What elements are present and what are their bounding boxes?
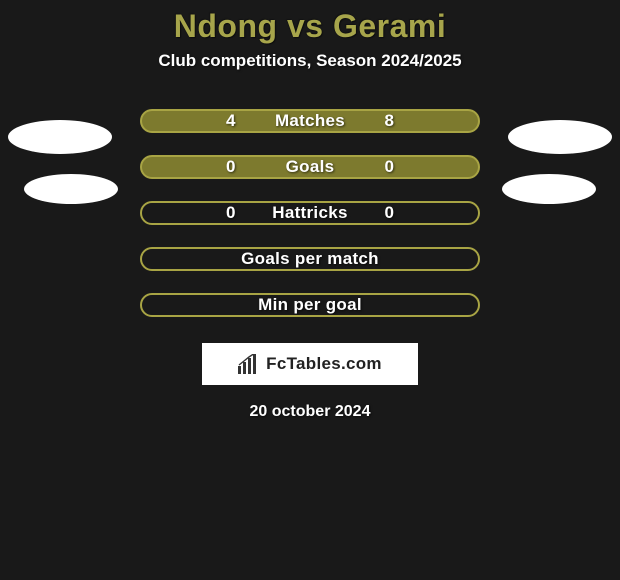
- page-subtitle: Club competitions, Season 2024/2025: [0, 51, 620, 71]
- stat-value-right: 8: [385, 111, 394, 131]
- brand-badge[interactable]: FcTables.com: [202, 343, 418, 385]
- brand-text: FcTables.com: [266, 354, 382, 374]
- page-title: Ndong vs Gerami: [0, 0, 620, 51]
- stat-bar: 4 Matches 8: [140, 109, 480, 133]
- stat-bar: 0 Hattricks 0: [140, 201, 480, 225]
- stat-row-hattricks: 0 Hattricks 0: [70, 191, 550, 237]
- stat-bar-label: Goals: [142, 157, 478, 177]
- stats-card: Ndong vs Gerami Club competitions, Seaso…: [0, 0, 620, 580]
- stat-rows: 4 Matches 8 0 Goals 0 0 Hattricks 0: [70, 99, 550, 329]
- stat-bar: 0 Goals 0: [140, 155, 480, 179]
- stat-value-right: 0: [385, 157, 394, 177]
- stat-bar-label: Matches: [142, 111, 478, 131]
- stat-row-matches: 4 Matches 8: [70, 99, 550, 145]
- stat-row-goals: 0 Goals 0: [70, 145, 550, 191]
- stat-bar-label: Goals per match: [142, 249, 478, 269]
- stat-bar: Goals per match: [140, 247, 480, 271]
- stat-bar-label: Min per goal: [142, 295, 478, 315]
- stat-bar-label: Hattricks: [142, 203, 478, 223]
- stat-bar: Min per goal: [140, 293, 480, 317]
- date-label: 20 october 2024: [0, 403, 620, 421]
- stat-value-right: 0: [385, 203, 394, 223]
- stat-row-goals-per-match: Goals per match: [70, 237, 550, 283]
- chart-bars-icon: [238, 354, 260, 374]
- stat-row-min-per-goal: Min per goal: [70, 283, 550, 329]
